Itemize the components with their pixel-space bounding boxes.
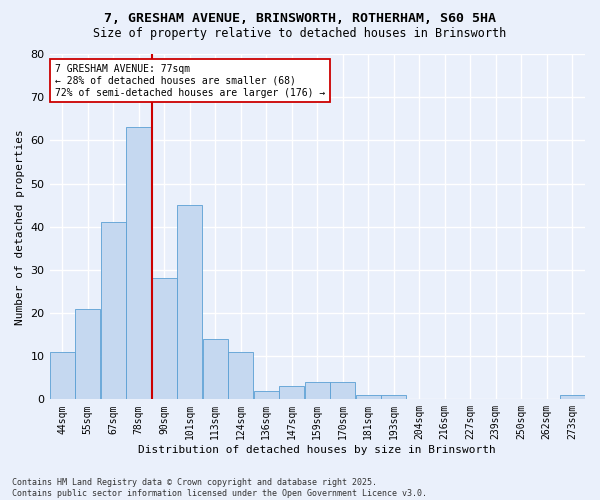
Bar	[305, 382, 329, 400]
Text: Size of property relative to detached houses in Brinsworth: Size of property relative to detached ho…	[94, 28, 506, 40]
Bar	[229, 352, 253, 400]
Bar	[101, 222, 125, 400]
Text: Contains HM Land Registry data © Crown copyright and database right 2025.
Contai: Contains HM Land Registry data © Crown c…	[12, 478, 427, 498]
Text: 7, GRESHAM AVENUE, BRINSWORTH, ROTHERHAM, S60 5HA: 7, GRESHAM AVENUE, BRINSWORTH, ROTHERHAM…	[104, 12, 496, 26]
Bar	[76, 308, 100, 400]
Bar	[50, 352, 74, 400]
Bar	[331, 382, 355, 400]
Bar	[560, 395, 584, 400]
Text: 7 GRESHAM AVENUE: 77sqm
← 28% of detached houses are smaller (68)
72% of semi-de: 7 GRESHAM AVENUE: 77sqm ← 28% of detache…	[55, 64, 325, 98]
Bar	[356, 395, 380, 400]
Bar	[254, 390, 278, 400]
Bar	[178, 205, 202, 400]
Bar	[127, 128, 151, 400]
X-axis label: Distribution of detached houses by size in Brinsworth: Distribution of detached houses by size …	[139, 445, 496, 455]
Bar	[152, 278, 176, 400]
Bar	[280, 386, 304, 400]
Bar	[203, 339, 227, 400]
Y-axis label: Number of detached properties: Number of detached properties	[15, 129, 25, 324]
Bar	[382, 395, 406, 400]
